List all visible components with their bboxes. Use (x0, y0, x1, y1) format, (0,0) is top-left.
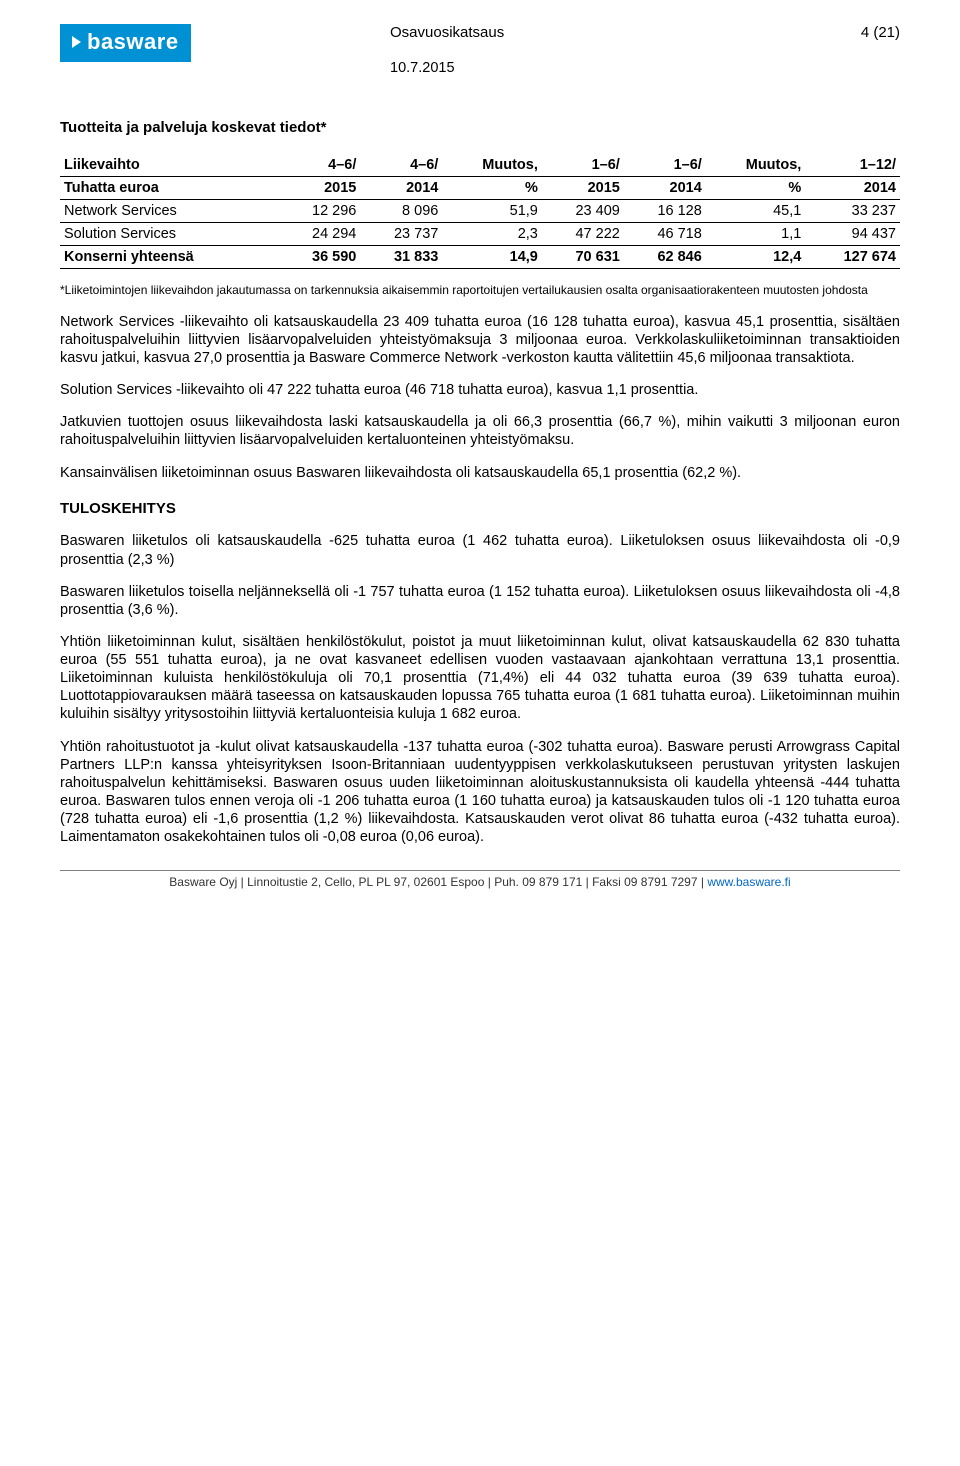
logo-text: basware (87, 28, 179, 56)
col-h2-7: 2014 (805, 176, 900, 199)
col-h2-5: 2014 (624, 176, 706, 199)
cell: 24 294 (278, 223, 360, 246)
cell: 46 718 (624, 223, 706, 246)
col-h1-0: Liikevaihto (60, 154, 278, 177)
footer-address: Linnoitustie 2, Cello, PL PL 97, 02601 E… (247, 875, 484, 889)
cell: 31 833 (360, 246, 442, 269)
cell: 51,9 (442, 199, 542, 222)
col-h2-2: 2014 (360, 176, 442, 199)
cell: 47 222 (542, 223, 624, 246)
row-label: Solution Services (60, 223, 278, 246)
col-h2-6: % (706, 176, 806, 199)
body-paragraph: Baswaren liiketulos oli katsauskaudella … (60, 532, 900, 568)
table-header-row-1: Liikevaihto 4–6/ 4–6/ Muutos, 1–6/ 1–6/ … (60, 154, 900, 177)
col-h2-4: 2015 (542, 176, 624, 199)
footer-fax: 09 8791 7297 (624, 875, 697, 889)
cell: 127 674 (805, 246, 900, 269)
subsection-title: TULOSKEHITYS (60, 500, 900, 519)
header-title-row: Osavuosikatsaus 4 (21) (390, 24, 900, 43)
table-header-row-2: Tuhatta euroa 2015 2014 % 2015 2014 % 20… (60, 176, 900, 199)
body-paragraph: Yhtiön rahoitustuotot ja -kulut olivat k… (60, 738, 900, 847)
page-number: 4 (21) (861, 24, 900, 43)
body-paragraph: Solution Services -liikevaihto oli 47 22… (60, 381, 900, 399)
col-h2-1: 2015 (278, 176, 360, 199)
footer-fax-label: Faksi (592, 875, 624, 889)
page-header: basware Osavuosikatsaus 4 (21) 10.7.2015 (60, 24, 900, 77)
cell: 45,1 (706, 199, 806, 222)
footer-phone: 09 879 171 (522, 875, 582, 889)
col-h1-6: Muutos, (706, 154, 806, 177)
col-h1-5: 1–6/ (624, 154, 706, 177)
cell: 16 128 (624, 199, 706, 222)
body-paragraph: Jatkuvien tuottojen osuus liikevaihdosta… (60, 413, 900, 449)
header-right: Osavuosikatsaus 4 (21) 10.7.2015 (390, 24, 900, 77)
body-paragraph: Network Services -liikevaihto oli katsau… (60, 313, 900, 367)
doc-date: 10.7.2015 (390, 59, 900, 77)
table-row: Solution Services24 29423 7372,347 22246… (60, 223, 900, 246)
section-title: Tuotteita ja palveluja koskevat tiedot* (60, 119, 900, 138)
page-footer: Basware Oyj | Linnoitustie 2, Cello, PL … (60, 870, 900, 890)
cell: 12 296 (278, 199, 360, 222)
cell: 14,9 (442, 246, 542, 269)
col-h2-0: Tuhatta euroa (60, 176, 278, 199)
cell: 33 237 (805, 199, 900, 222)
logo: basware (60, 24, 191, 62)
cell: 70 631 (542, 246, 624, 269)
revenue-table: Liikevaihto 4–6/ 4–6/ Muutos, 1–6/ 1–6/ … (60, 154, 900, 270)
col-h1-1: 4–6/ (278, 154, 360, 177)
footer-link[interactable]: www.basware.fi (707, 875, 790, 889)
table-footnote: *Liiketoimintojen liikevaihdon jakautuma… (60, 283, 900, 299)
doc-title: Osavuosikatsaus (390, 24, 504, 43)
cell: 62 846 (624, 246, 706, 269)
cell: 8 096 (360, 199, 442, 222)
table-row: Konserni yhteensä36 59031 83314,970 6316… (60, 246, 900, 269)
body-paragraph: Kansainvälisen liiketoiminnan osuus Basw… (60, 464, 900, 482)
row-label: Network Services (60, 199, 278, 222)
cell: 23 409 (542, 199, 624, 222)
col-h2-3: % (442, 176, 542, 199)
row-label: Konserni yhteensä (60, 246, 278, 269)
cell: 94 437 (805, 223, 900, 246)
cell: 1,1 (706, 223, 806, 246)
col-h1-3: Muutos, (442, 154, 542, 177)
col-h1-2: 4–6/ (360, 154, 442, 177)
logo-arrow-icon (72, 36, 81, 48)
footer-company: Basware Oyj (169, 875, 237, 889)
cell: 23 737 (360, 223, 442, 246)
table-row: Network Services12 2968 09651,923 40916 … (60, 199, 900, 222)
cell: 12,4 (706, 246, 806, 269)
col-h1-4: 1–6/ (542, 154, 624, 177)
cell: 36 590 (278, 246, 360, 269)
col-h1-7: 1–12/ (805, 154, 900, 177)
body-paragraph: Baswaren liiketulos toisella neljännekse… (60, 583, 900, 619)
cell: 2,3 (442, 223, 542, 246)
footer-phone-label: Puh. (494, 875, 522, 889)
body-paragraph: Yhtiön liiketoiminnan kulut, sisältäen h… (60, 633, 900, 724)
